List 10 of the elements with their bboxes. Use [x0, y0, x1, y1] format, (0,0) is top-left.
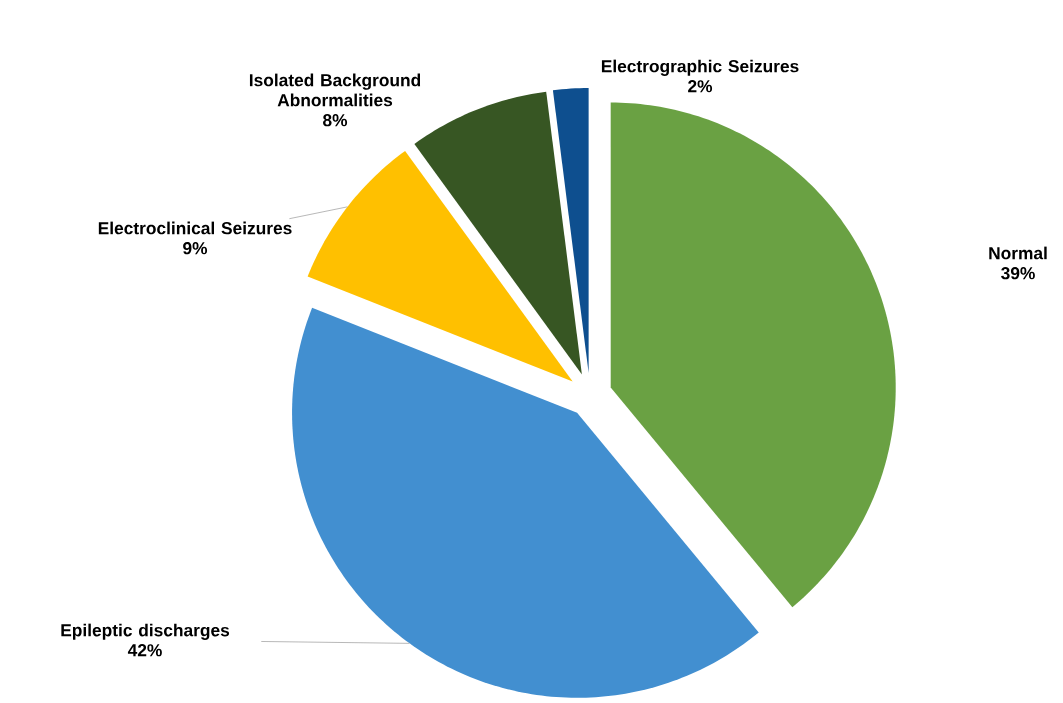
- slice-label: Normal: [989, 246, 1047, 260]
- data-label: 2%: [688, 80, 713, 93]
- data-label: 9%: [183, 242, 208, 255]
- slice-label: Electrographic Seizures: [601, 59, 799, 76]
- data-label: 42%: [127, 644, 162, 657]
- data-label: 8%: [323, 114, 348, 127]
- slice-label: Isolated Background Abnormalities: [249, 73, 421, 107]
- data-label: 39%: [1001, 267, 1035, 280]
- slice-label: Electroclinical Seizures: [98, 221, 292, 235]
- slice-label: Epileptic discharges: [61, 623, 230, 640]
